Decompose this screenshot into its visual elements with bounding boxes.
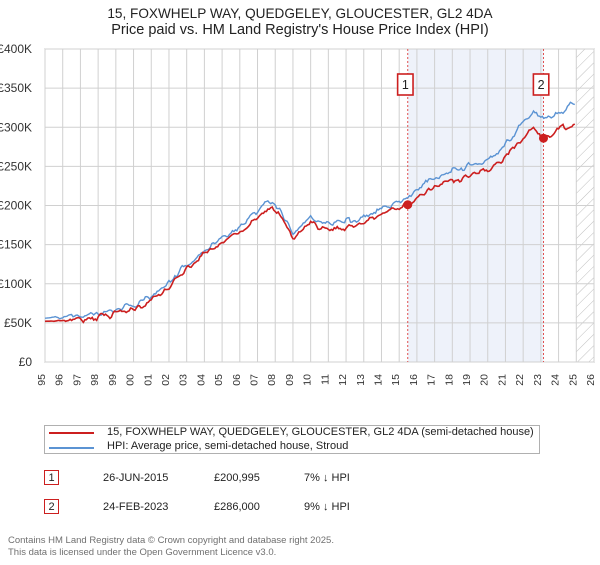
svg-text:13: 13 <box>355 374 367 386</box>
svg-text:25: 25 <box>567 374 579 386</box>
svg-text:01: 01 <box>142 374 154 386</box>
svg-text:96: 96 <box>54 374 66 386</box>
svg-text:26: 26 <box>585 374 597 386</box>
svg-text:10: 10 <box>302 374 314 386</box>
svg-text:03: 03 <box>178 374 190 386</box>
svg-text:08: 08 <box>266 374 278 386</box>
svg-text:20: 20 <box>479 374 491 386</box>
svg-text:12: 12 <box>337 374 349 386</box>
svg-text:07: 07 <box>249 374 261 386</box>
svg-text:£300K: £300K <box>0 120 32 134</box>
svg-text:£0: £0 <box>19 355 33 369</box>
svg-text:18: 18 <box>443 374 455 386</box>
svg-text:24: 24 <box>550 374 562 386</box>
svg-text:£350K: £350K <box>0 81 32 95</box>
svg-text:23: 23 <box>532 374 544 386</box>
svg-text:02: 02 <box>160 374 172 386</box>
svg-text:15: 15 <box>390 374 402 386</box>
svg-text:2: 2 <box>538 78 545 92</box>
svg-text:09: 09 <box>284 374 296 386</box>
svg-text:99: 99 <box>107 374 119 386</box>
svg-text:1: 1 <box>402 78 409 92</box>
svg-text:97: 97 <box>71 374 83 386</box>
svg-text:22: 22 <box>514 374 526 386</box>
svg-text:06: 06 <box>231 374 243 386</box>
svg-text:14: 14 <box>372 374 384 386</box>
svg-text:£150K: £150K <box>0 238 32 252</box>
svg-text:98: 98 <box>89 374 101 386</box>
svg-text:£50K: £50K <box>4 316 32 330</box>
svg-text:04: 04 <box>195 374 207 386</box>
svg-text:19: 19 <box>461 374 473 386</box>
svg-text:05: 05 <box>213 374 225 386</box>
svg-text:00: 00 <box>125 374 137 386</box>
svg-text:95: 95 <box>36 374 48 386</box>
svg-text:16: 16 <box>408 374 420 386</box>
svg-text:£100K: £100K <box>0 277 32 291</box>
svg-text:11: 11 <box>319 374 331 385</box>
svg-text:£400K: £400K <box>0 42 32 56</box>
svg-text:£200K: £200K <box>0 199 32 213</box>
svg-text:£250K: £250K <box>0 159 32 173</box>
svg-text:21: 21 <box>496 374 508 386</box>
svg-text:17: 17 <box>426 374 438 386</box>
